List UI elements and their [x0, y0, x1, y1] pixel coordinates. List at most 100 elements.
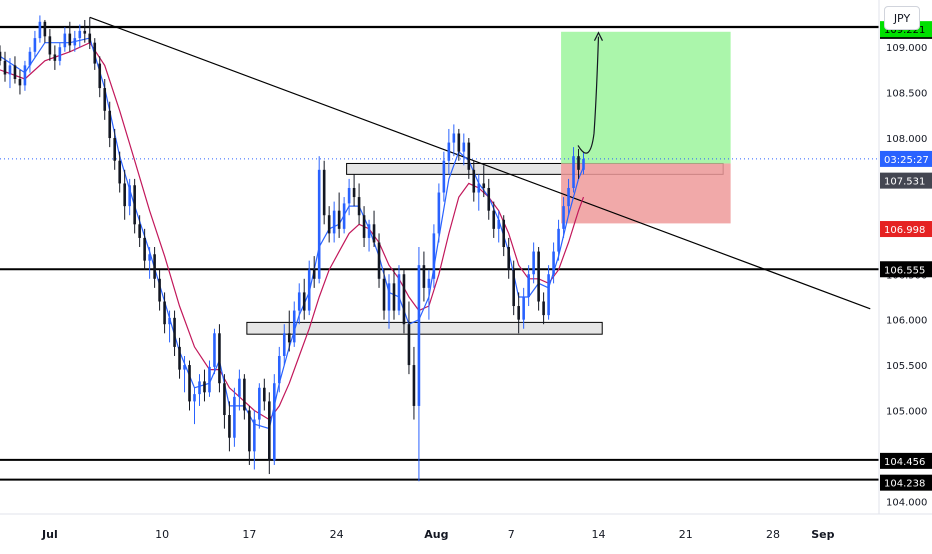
- candle-body: [392, 283, 396, 311]
- candle-body: [422, 265, 426, 288]
- projection-arrow-layer[interactable]: [577, 31, 604, 154]
- candle-59: [292, 301, 296, 347]
- position-layer[interactable]: [561, 31, 731, 224]
- candle-84: [417, 247, 421, 482]
- candle-body: [377, 242, 381, 279]
- candle-93: [462, 133, 466, 166]
- candle-51: [253, 410, 256, 470]
- price-label-4: 106.555: [880, 261, 932, 278]
- candle-body: [532, 251, 535, 275]
- candle-99: [492, 201, 496, 238]
- candle-body: [282, 333, 286, 356]
- candle-113: [562, 197, 565, 238]
- candle-body: [287, 333, 291, 343]
- candle-10: [48, 29, 52, 61]
- candle-38: [188, 360, 191, 411]
- candle-body: [63, 33, 67, 48]
- candle-28: [138, 215, 141, 248]
- candle-105: [522, 287, 525, 329]
- candle-body: [93, 42, 97, 64]
- candle-body: [582, 158, 585, 170]
- price-label-text: 104.456: [884, 457, 925, 468]
- levels-layer[interactable]: [0, 25, 879, 481]
- candle-body: [143, 237, 146, 261]
- candle-41: [203, 369, 206, 402]
- candle-85: [422, 251, 426, 302]
- candle-body: [362, 215, 366, 238]
- candle-body: [103, 88, 107, 111]
- candle-body: [168, 317, 171, 325]
- candle-body: [442, 160, 446, 193]
- candle-body: [452, 133, 456, 143]
- candle-35: [173, 310, 176, 356]
- candle-body: [73, 38, 77, 46]
- candle-body: [58, 47, 62, 61]
- candle-32: [158, 269, 161, 311]
- candle-body: [357, 197, 361, 216]
- currency-button[interactable]: JPY: [884, 6, 920, 30]
- candle-body: [482, 183, 486, 188]
- candle-body: [292, 310, 296, 343]
- candle-101: [502, 215, 506, 257]
- candle-86: [427, 269, 431, 320]
- price-label-text: 109.221: [884, 25, 925, 36]
- candle-15: [73, 30, 77, 52]
- projection-arrow-head: [593, 31, 604, 41]
- y-tick-label: 105.500: [886, 361, 927, 372]
- candle-53: [263, 378, 266, 411]
- candle-76: [377, 233, 381, 288]
- candle-70: [347, 178, 351, 216]
- x-tick-label: Sep: [811, 528, 834, 541]
- candle-body: [432, 233, 436, 279]
- candle-body: [472, 169, 476, 193]
- x-tick-label: Jul: [41, 528, 58, 541]
- candle-body: [487, 187, 491, 211]
- candle-body: [43, 21, 47, 37]
- trendline-layer[interactable]: [89, 16, 871, 310]
- price-label-2: 107.531: [880, 172, 932, 189]
- candle-91: [452, 124, 456, 157]
- candle-108: [537, 247, 540, 311]
- candle-12: [58, 42, 62, 66]
- candle-24: [118, 151, 121, 193]
- candle-107: [532, 242, 535, 284]
- target-zone: [561, 31, 731, 164]
- candle-body: [203, 381, 206, 393]
- candle-109: [542, 292, 545, 325]
- candle-body: [213, 333, 216, 367]
- candle-11: [53, 45, 57, 70]
- candle-25: [123, 169, 126, 220]
- candle-body: [402, 274, 406, 325]
- candle-body: [233, 396, 236, 438]
- candle-body: [218, 333, 221, 384]
- candle-58: [287, 310, 291, 352]
- candle-body: [263, 387, 266, 402]
- candle-body: [88, 33, 92, 43]
- candle-37: [183, 355, 186, 393]
- candle-body: [562, 206, 565, 229]
- candle-60: [297, 283, 301, 325]
- candle-1: [3, 51, 7, 82]
- candle-16: [78, 24, 82, 48]
- price-label-6: 104.238: [880, 474, 932, 491]
- candle-115: [572, 147, 575, 193]
- candle-5: [23, 60, 27, 91]
- candle-body: [8, 65, 12, 75]
- candle-69: [342, 197, 346, 234]
- candle-42: [208, 360, 211, 397]
- time-axis[interactable]: Jul 10 17 24 Aug 7 14 21 28 Sep: [0, 513, 932, 550]
- candle-83: [412, 346, 416, 420]
- candle-73: [362, 206, 366, 248]
- candle-3: [13, 56, 17, 84]
- candle-18: [88, 17, 92, 50]
- price-label-bg: [880, 452, 932, 469]
- candle-6: [28, 47, 32, 73]
- candle-body: [68, 33, 72, 46]
- candle-body: [457, 133, 461, 152]
- candle-43: [213, 328, 216, 375]
- candle-body: [113, 138, 117, 161]
- candle-48: [238, 369, 241, 411]
- x-tick-label: 14: [591, 528, 605, 541]
